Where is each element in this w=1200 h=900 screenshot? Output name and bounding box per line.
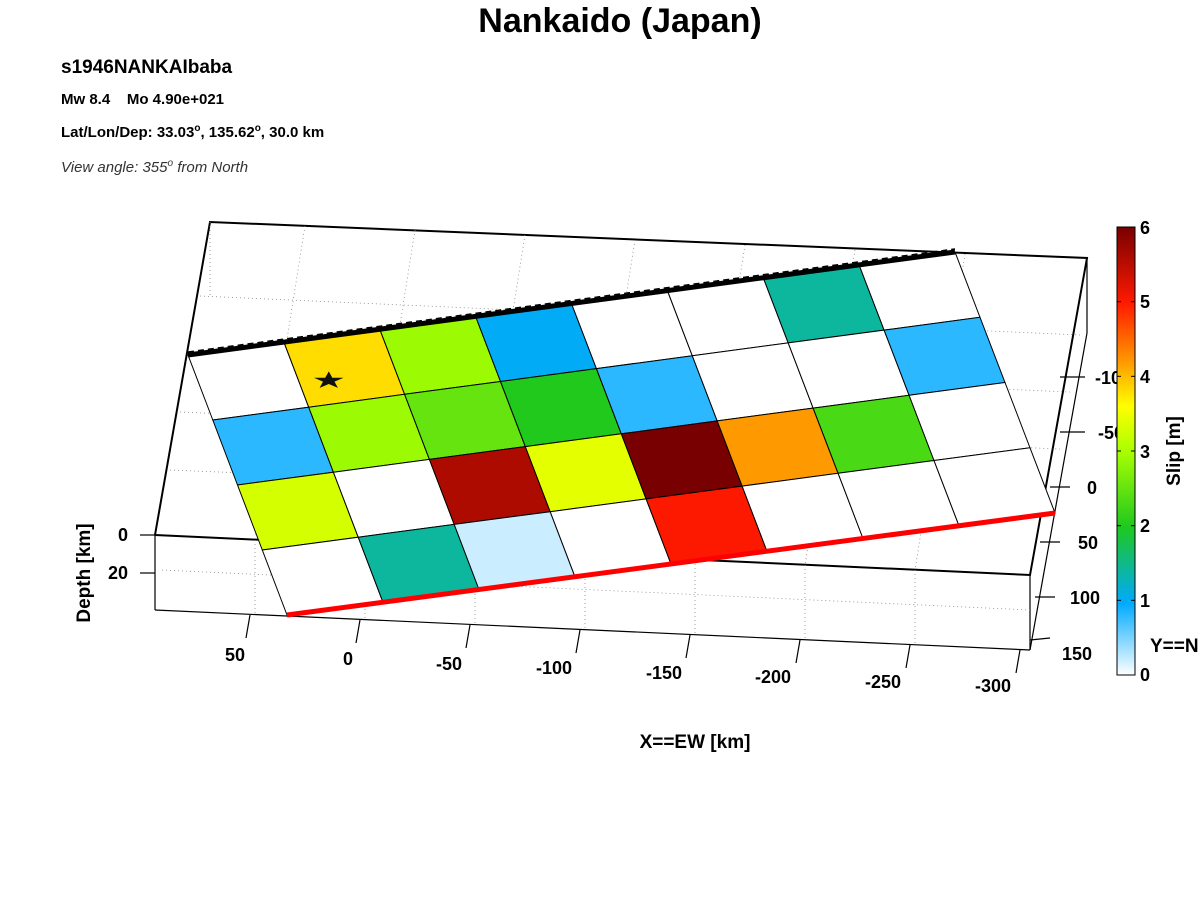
colorbar-tick-label: 3 [1140,442,1150,462]
colorbar-tick-label: 5 [1140,292,1150,312]
location-line: Lat/Lon/Dep: 33.03o, 135.62o, 30.0 km [61,123,324,141]
fault-patches [187,251,1056,616]
x-tick-label: -100 [536,658,572,678]
degree-symbol: o [194,123,201,134]
fault-top-edge-dashed [187,248,956,353]
event-id: s1946NANKAIbaba [61,57,233,78]
tick-marks [140,376,1085,674]
colorbar: 0 1 2 3 4 5 6 Slip [m] [1116,218,1185,685]
y-tick-label: 150 [1062,644,1092,664]
view-angle-value: View angle: 355 [61,159,168,176]
x-tick-label: -150 [646,663,682,683]
view-angle-suffix: from North [173,159,249,176]
hypocenter-star-icon [313,371,344,388]
x-axis-label: X==EW [km] [640,732,751,753]
view-angle-line: View angle: 355o from North [61,158,248,176]
y-tick-label: 50 [1078,533,1098,553]
x-tick-label: -300 [975,676,1011,696]
z-tick-label: 20 [108,563,128,583]
location-depth: , 30.0 km [260,124,325,141]
colorbar-tick-label: 1 [1140,591,1150,611]
colorbar-tick-label: 6 [1140,218,1150,238]
page-title: Nankaido (Japan) [478,2,762,40]
magnitude-line: Mw 8.4 Mo 4.90e+021 [61,91,224,108]
x-tick-label: -200 [755,667,791,687]
fault-bottom-edge [286,510,1056,618]
moment-magnitude: Mw 8.4 [61,91,111,108]
x-tick-label: -250 [865,672,901,692]
x-tick-label: -50 [436,654,462,674]
fault-edges [187,248,1056,618]
colorbar-tick-label: 2 [1140,516,1150,536]
location-lat: Lat/Lon/Dep: 33.03 [61,124,195,141]
location-lon: , 135.62 [200,124,255,141]
y-tick-label: 0 [1087,478,1097,498]
colorbar-tick-labels: 0 1 2 3 4 5 6 [1140,218,1150,685]
z-tick-labels: 0 20 [108,525,128,583]
y-axis-label: Y==N [1150,636,1199,657]
colorbar-label: Slip [m] [1164,416,1185,486]
z-axis-label: Depth [km] [74,523,95,622]
colorbar-ticks [1117,226,1135,676]
seismic-moment: Mo 4.90e+021 [126,91,225,108]
x-tick-labels: 50 0 -50 -100 -150 -200 -250 -300 [225,645,1011,696]
y-tick-label: 100 [1070,588,1100,608]
x-tick-label: 0 [343,649,353,669]
colorbar-tick-label: 0 [1140,665,1150,685]
x-tick-label: 50 [225,645,245,665]
degree-symbol: o [254,123,261,134]
y-tick-labels: -100 -50 0 50 100 150 [1062,368,1131,664]
fault-top-edge [187,249,956,358]
z-tick-label: 0 [118,525,128,545]
colorbar-tick-label: 4 [1140,367,1150,387]
degree-symbol: o [167,158,174,169]
